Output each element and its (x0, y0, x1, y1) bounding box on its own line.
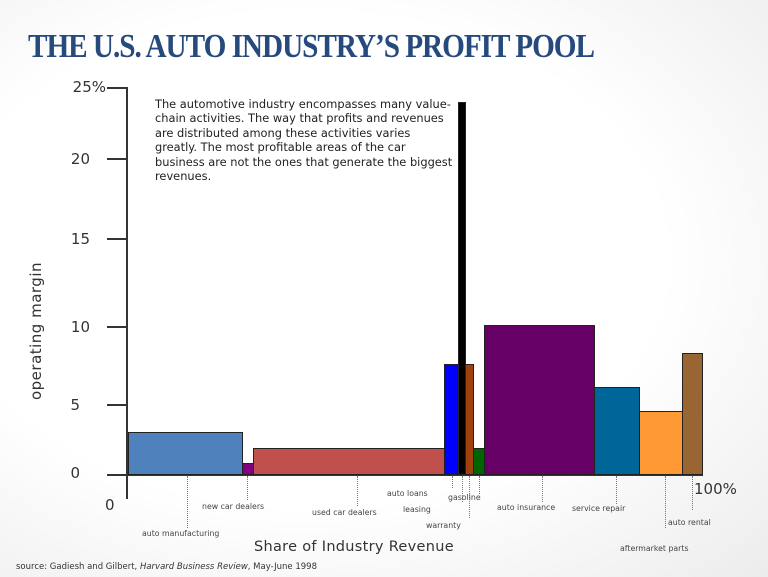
label-auto-rental: auto rental (668, 518, 711, 527)
label-auto-loans: auto loans (387, 489, 428, 498)
bar-auto-insurance (484, 325, 595, 475)
y-tick-5 (107, 404, 127, 406)
leader-warranty (469, 476, 470, 518)
x-axis-label: Share of Industry Revenue (254, 539, 454, 555)
leader-service-repair (616, 476, 617, 504)
leader-gasoline (479, 476, 480, 494)
y-tick-15 (107, 238, 127, 240)
label-auto-manufacturing: auto manufacturing (142, 529, 220, 538)
leader-auto-loans (452, 476, 453, 488)
leader-aftermarket-parts (665, 476, 666, 528)
y-tick-label-25: 25% (72, 78, 106, 96)
leader-auto-insurance (542, 476, 543, 502)
bar-aftermarket-parts (639, 411, 683, 475)
label-service-repair: service repair (572, 504, 626, 513)
label-gasoline: gasoline (448, 493, 481, 502)
bar-service-repair (594, 387, 640, 475)
bar-auto-rental (682, 353, 703, 475)
y-tick-20 (107, 158, 127, 160)
leader-new-car-dealers (247, 476, 248, 500)
label-auto-insurance: auto insurance (497, 503, 556, 512)
y-tick-label-20: 20 (70, 150, 90, 168)
source-suffix: , May-June 1998 (247, 562, 317, 572)
source-prefix: source: Gadiesh and Gilbert, (16, 562, 140, 572)
source-publication: Harvard Business Review (139, 562, 248, 572)
y-axis-label: operating margin (27, 261, 45, 401)
y-tick-label-0: 0 (70, 464, 80, 482)
source-citation: source: Gadiesh and Gilbert, Harvard Bus… (16, 562, 317, 572)
annotation-text: The automotive industry encompasses many… (155, 97, 453, 184)
y-tick-label-5: 5 (70, 396, 80, 414)
label-warranty: warranty (426, 521, 461, 530)
label-used-car-dealers: used car dealers (312, 508, 377, 517)
x-axis-end-label: 100% (694, 480, 737, 498)
label-leasing: leasing (403, 505, 431, 514)
x-axis-start-label: 0 (105, 496, 115, 514)
y-tick-25 (107, 87, 127, 89)
leader-auto-rental (692, 476, 693, 510)
y-tick-label-10: 10 (70, 318, 90, 336)
y-tick-label-15: 15 (70, 230, 90, 248)
y-tick-10 (107, 326, 127, 328)
leader-leasing (462, 476, 463, 502)
bar-auto-loans (444, 364, 459, 475)
label-new-car-dealers: new car dealers (202, 502, 265, 511)
y-axis-line (126, 87, 128, 499)
leader-used-car-dealers (357, 476, 358, 506)
bar-used-car-dealers (253, 448, 445, 475)
label-aftermarket-parts: aftermarket parts (620, 544, 689, 553)
bar-auto-manufacturing (128, 432, 243, 475)
leader-auto-manufacturing (187, 476, 188, 528)
chart-title: THE U.S. AUTO INDUSTRY’S PROFIT POOL (28, 28, 595, 65)
bar-leasing (458, 102, 466, 475)
